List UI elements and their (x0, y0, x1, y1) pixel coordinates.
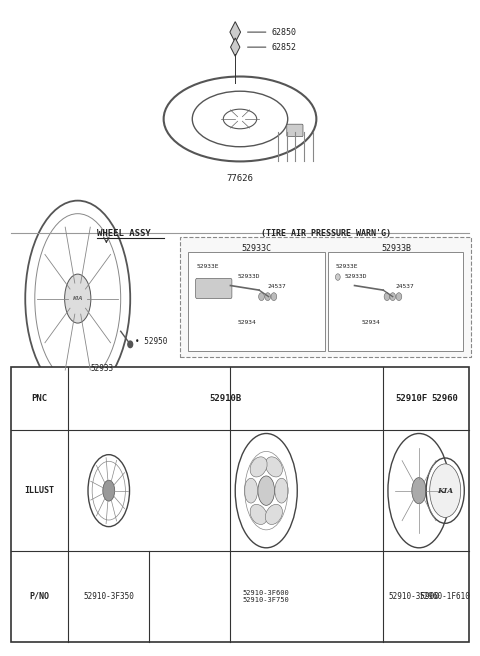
Text: PNC: PNC (32, 394, 48, 403)
Ellipse shape (265, 504, 282, 525)
Circle shape (396, 293, 402, 300)
Text: KIA: KIA (437, 487, 453, 495)
FancyBboxPatch shape (189, 252, 325, 351)
Ellipse shape (430, 464, 461, 518)
Text: (TIRE AIR PRESSURE WARN'G): (TIRE AIR PRESSURE WARN'G) (261, 229, 391, 238)
Bar (11, 367, 469, 642)
Polygon shape (230, 38, 240, 56)
Text: 62852: 62852 (271, 43, 296, 52)
Text: 52910B: 52910B (210, 394, 242, 403)
Text: 52910F: 52910F (396, 394, 428, 403)
Ellipse shape (412, 478, 426, 504)
Text: 52910-3F600
52910-3F750: 52910-3F600 52910-3F750 (243, 590, 289, 603)
Circle shape (265, 293, 271, 300)
Ellipse shape (244, 478, 258, 503)
Text: 77626: 77626 (227, 174, 253, 184)
Text: • 52950: • 52950 (135, 337, 168, 346)
Text: KIA: KIA (72, 296, 83, 301)
FancyBboxPatch shape (180, 237, 471, 358)
Text: WHEEL ASSY: WHEEL ASSY (97, 229, 151, 238)
Text: 52933: 52933 (90, 364, 113, 373)
Text: 52910-3F900: 52910-3F900 (389, 592, 440, 601)
Polygon shape (230, 22, 240, 43)
Text: 52910-3F350: 52910-3F350 (84, 592, 134, 601)
Ellipse shape (258, 476, 275, 505)
Circle shape (384, 293, 390, 300)
Text: 24537: 24537 (268, 283, 287, 289)
Ellipse shape (65, 274, 91, 323)
Text: 52960-1F610: 52960-1F610 (420, 592, 471, 601)
Circle shape (390, 293, 396, 300)
Circle shape (336, 274, 340, 280)
Text: P/NO: P/NO (30, 592, 49, 601)
FancyBboxPatch shape (287, 124, 303, 136)
Text: 52934: 52934 (362, 320, 381, 325)
Text: 52933C: 52933C (242, 244, 272, 253)
Ellipse shape (250, 457, 267, 477)
Text: 52933D: 52933D (238, 274, 260, 279)
Text: 52934: 52934 (238, 320, 256, 325)
FancyBboxPatch shape (328, 252, 463, 351)
Circle shape (128, 341, 132, 348)
FancyBboxPatch shape (196, 278, 232, 298)
Ellipse shape (265, 457, 282, 477)
Text: 52960: 52960 (432, 394, 459, 403)
Text: 52933E: 52933E (336, 264, 358, 269)
Ellipse shape (250, 504, 267, 525)
Ellipse shape (103, 480, 115, 501)
Text: 52933B: 52933B (381, 244, 411, 253)
Text: 24537: 24537 (395, 283, 414, 289)
Text: ILLUST: ILLUST (24, 486, 55, 495)
Circle shape (271, 293, 277, 300)
Ellipse shape (275, 478, 288, 503)
Text: 52933E: 52933E (197, 264, 219, 269)
Text: 52933D: 52933D (345, 274, 368, 279)
Text: 62850: 62850 (271, 28, 296, 37)
Circle shape (259, 293, 264, 300)
